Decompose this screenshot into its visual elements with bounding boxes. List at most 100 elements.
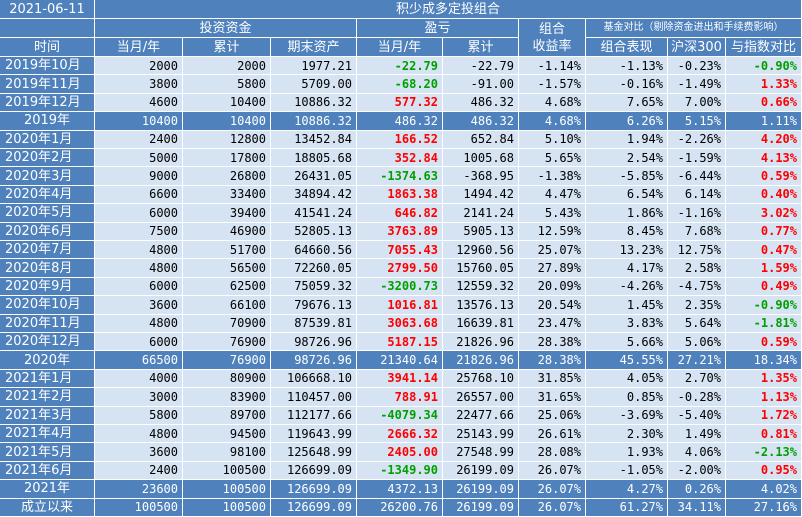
subtotal-col-profit-total: 26199.09 [443,480,519,499]
row-col-invest-total: 46900 [183,222,271,241]
row-col-hs300: 5.64% [668,314,726,333]
row-col-profit-total: 22477.66 [443,406,519,425]
row-col-end-assets: 112177.66 [271,406,357,425]
row-col-profit-total: 25143.99 [443,425,519,444]
row-col-invest-month: 3600 [95,296,183,315]
row-col-end-assets: 13452.84 [271,130,357,149]
subtotal-col-profit-month: 26200.76 [357,498,443,517]
row-col-invest-month: 4000 [95,369,183,389]
subtotal-col-invest-month: 23600 [95,480,183,499]
header-col-portfolio-perf: 组合表现 [586,38,668,57]
row-col-profit-total: 13576.13 [443,296,519,315]
row-col-profit-month: 3941.14 [357,369,443,389]
row-col-hs300: 2.58% [668,259,726,278]
subtotal-col-end-assets: 98726.96 [271,351,357,370]
row-col-invest-month: 4800 [95,241,183,260]
row-col-profit-total: 652.84 [443,130,519,149]
subtotal-col-portfolio-perf: 4.27% [586,480,668,499]
subtotal-col-profit-month: 4372.13 [357,480,443,499]
row-col-invest-total: 39400 [183,204,271,223]
row-col-profit-month: -3200.73 [357,277,443,297]
row-col-invest-total: 100500 [183,461,271,481]
row-col-time: 2019年11月 [0,75,95,94]
row-col-hs300: 6.14% [668,185,726,205]
row-col-time: 2020年1月 [0,130,95,149]
row-col-vs-index: -0.90% [726,296,802,315]
row-col-invest-total: 62500 [183,277,271,297]
subtotal-col-hs300: 0.26% [668,480,726,499]
row-col-return: 23.47% [519,314,586,333]
row-col-end-assets: 75059.32 [271,277,357,297]
row-col-portfolio-perf: 13.23% [586,241,668,260]
subtotal-col-end-assets: 10886.32 [271,112,357,131]
row-col-end-assets: 18805.68 [271,149,357,168]
row-col-invest-total: 83900 [183,388,271,407]
row-col-vs-index: 0.49% [726,277,802,297]
subtotal-col-profit-month: 21340.64 [357,351,443,370]
row-col-hs300: -4.75% [668,277,726,297]
row-col-profit-month: 2405.00 [357,443,443,462]
row-col-hs300: -0.28% [668,388,726,407]
row-col-invest-total: 94500 [183,425,271,444]
subtotal-col-profit-total: 26199.09 [443,498,519,517]
row-col-end-assets: 110457.00 [271,388,357,407]
row-col-vs-index: 0.81% [726,425,802,444]
row-col-invest-total: 80900 [183,369,271,389]
row-col-time: 2020年6月 [0,222,95,241]
row-col-hs300: -1.59% [668,149,726,168]
row-col-profit-month: 1863.38 [357,185,443,205]
row-col-vs-index: 0.77% [726,222,802,241]
row-col-invest-total: 70900 [183,314,271,333]
row-col-portfolio-perf: -3.69% [586,406,668,425]
row-col-hs300: 5.06% [668,333,726,352]
row-col-profit-total: 2141.24 [443,204,519,223]
table-title: 积少成多定投组合 [95,0,802,19]
row-col-portfolio-perf: -0.16% [586,75,668,94]
row-col-profit-total: 12559.32 [443,277,519,297]
row-col-profit-month: 646.82 [357,204,443,223]
row-col-vs-index: 4.13% [726,149,802,168]
row-col-invest-month: 2000 [95,57,183,76]
row-col-invest-total: 76900 [183,333,271,352]
row-col-profit-total: -368.95 [443,167,519,186]
subtotal-col-invest-total: 100500 [183,498,271,517]
row-col-invest-total: 89700 [183,406,271,425]
header-blank-date [0,19,95,38]
row-col-end-assets: 64660.56 [271,241,357,260]
subtotal-col-invest-month: 100500 [95,498,183,517]
row-col-return: 4.47% [519,185,586,205]
row-col-invest-month: 2400 [95,461,183,481]
subtotal-col-vs-index: 27.16% [726,498,802,517]
row-col-time: 2021年1月 [0,369,95,389]
row-col-vs-index: 3.02% [726,204,802,223]
row-col-time: 2021年6月 [0,461,95,481]
row-col-profit-month: 3063.68 [357,314,443,333]
header-col-invest-total: 累计 [183,38,271,57]
row-col-profit-month: 2799.50 [357,259,443,278]
row-col-invest-total: 17800 [183,149,271,168]
row-col-end-assets: 126699.09 [271,461,357,481]
row-col-time: 2020年5月 [0,204,95,223]
row-col-hs300: -1.16% [668,204,726,223]
row-col-vs-index: 0.59% [726,333,802,352]
row-col-portfolio-perf: 3.83% [586,314,668,333]
row-col-hs300: -0.23% [668,57,726,76]
row-col-invest-total: 66100 [183,296,271,315]
row-col-vs-index: 1.72% [726,406,802,425]
row-col-return: 26.61% [519,425,586,444]
row-col-return: 5.10% [519,130,586,149]
row-col-profit-month: 788.91 [357,388,443,407]
row-col-hs300: -6.44% [668,167,726,186]
header-col-profit-total: 累计 [443,38,519,57]
row-col-invest-month: 4800 [95,425,183,444]
row-col-vs-index: 0.95% [726,461,802,481]
row-col-invest-total: 33400 [183,185,271,205]
row-col-profit-total: 486.32 [443,93,519,113]
row-col-time: 2021年5月 [0,443,95,462]
row-col-return: 31.85% [519,369,586,389]
subtotal-col-portfolio-perf: 6.26% [586,112,668,131]
subtotal-col-invest-total: 100500 [183,480,271,499]
row-col-return: 20.09% [519,277,586,297]
row-col-return: 5.65% [519,149,586,168]
